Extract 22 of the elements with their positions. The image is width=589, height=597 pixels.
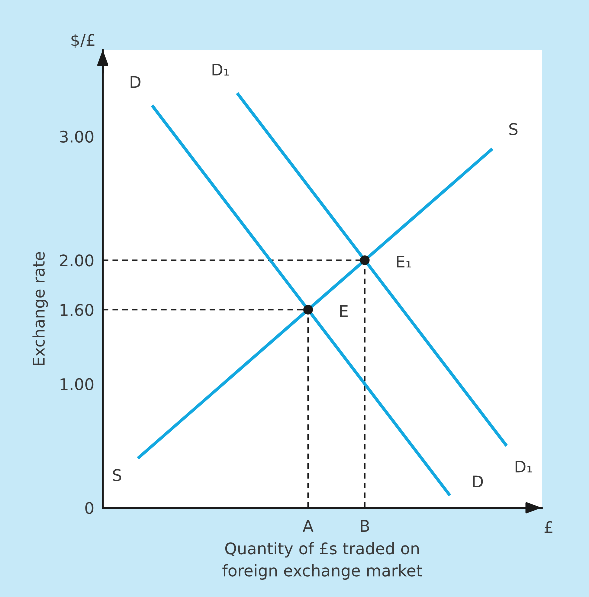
series-label: D	[130, 76, 141, 88]
text: D₁	[212, 64, 230, 76]
x-tick-label: A	[302, 520, 314, 532]
x-tick-label: B	[361, 520, 370, 532]
y-axis-title: Exchange rate	[32, 252, 48, 366]
series-label: D₁	[516, 460, 532, 473]
text: D	[473, 476, 484, 488]
text: S	[510, 123, 518, 136]
y-tick-label: 0	[86, 502, 94, 514]
text: $/£	[72, 34, 95, 48]
annotation: E	[340, 305, 348, 318]
x-axis-title: Quantity of £s traded on foreign exchange market	[222, 542, 422, 580]
y-tick-label: 3.00	[60, 130, 94, 143]
y-tick-label: 1.00	[60, 378, 94, 391]
y-tick-label: 1.60	[60, 304, 94, 316]
y-tick-label: 2.00	[60, 254, 94, 267]
text: £	[544, 521, 553, 534]
annotation: E₁	[397, 256, 412, 268]
series-label: S	[113, 469, 122, 482]
line-series	[236, 92, 508, 448]
line-series	[136, 147, 494, 460]
line-series	[150, 104, 452, 498]
